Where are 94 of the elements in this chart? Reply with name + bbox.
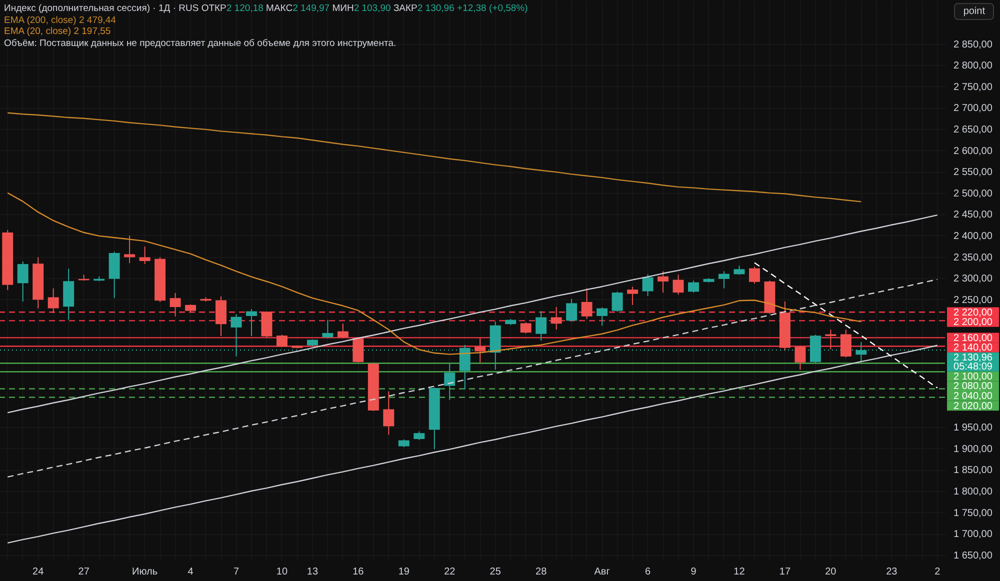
candlestick [658,270,669,294]
x-tick-label: 2 [934,566,941,578]
candlestick [581,288,592,320]
line-series [7,278,938,478]
candlestick [246,308,257,336]
candlestick [627,286,638,306]
candlestick [48,288,59,314]
candlestick [794,346,806,370]
y-tick-label: 2 700,00 [954,103,993,114]
y-tick-label: 2 550,00 [954,167,993,178]
candlestick [230,314,242,357]
candlestick [642,274,654,296]
candlestick [337,323,348,339]
unit-button: point [954,3,994,20]
candlestick [672,274,684,296]
x-tick-label: 25 [490,566,502,578]
x-tick-label: 23 [886,566,898,578]
annotation: 2 479,44 [78,14,116,26]
ref-line-label: 2 220,00 [954,307,993,318]
text: ОТКР2 120,18 МАКС2 149,97 МИН2 103,90 ЗАКР2 130,96 +12,38 (+0,58%) [201,3,528,14]
annotation: 2 197,55 [74,26,111,37]
x-tick-label: 28 [536,566,548,578]
candlestick [170,292,181,317]
candlestick [688,280,699,294]
candlestick [520,322,532,334]
line-series [7,214,938,414]
candlestick [612,291,623,312]
line-series [7,112,862,202]
text: 05:48:09 [954,362,993,373]
y-tick-label: 2 450,00 [954,210,993,221]
x-tick-label: 27 [78,566,90,578]
ref-line-label: 2 140,00 [954,342,993,354]
ref-line-label: 2 040,00 [954,391,993,402]
y-tick-label: 1 900,00 [954,444,993,455]
candlestick [550,306,562,330]
annotation: Объём: Поставщик данных не предоставляет данные об объеме для этого инструмента. [4,38,398,49]
x-tick-label: Авг [594,566,610,578]
candlestick [748,266,760,284]
y-tick-label: 1 950,00 [954,422,993,434]
ref-line-label: 2 160,00 [954,332,993,344]
y-tick-label: 1 850,00 [954,465,993,476]
candlestick [216,296,226,336]
line-series [754,262,938,389]
x-tick-label: 10 [276,566,288,578]
candlestick [536,310,547,342]
ref-line-label: 2 100,00 [954,371,993,382]
ref-line-label: 2 080,00 [954,381,993,392]
y-tick-label: 2 800,00 [954,60,993,72]
x-tick-label: 13 [306,566,318,578]
candlestick [474,338,486,363]
candlestick [276,334,288,348]
x-tick-label: 17 [779,566,791,578]
ref-line-label: 2 200,00 [954,317,993,328]
candlestick [139,246,150,265]
y-tick-label: 2 600,00 [954,146,993,157]
x-tick-label: 22 [444,566,456,578]
candlestick [718,270,730,289]
candlestick [383,390,394,436]
text: EMA (200, close) [4,14,78,26]
x-tick-label: 20 [825,566,837,578]
line-series [7,344,938,544]
y-tick-label: 2 250,00 [954,294,993,306]
chart-title: Индекс (дополнительная сессия) · 1Д · RUS [4,3,199,14]
y-tick-label: 2 750,00 [954,82,993,93]
y-tick-label: 2 300,00 [954,274,993,285]
y-tick-label: 2 650,00 [954,124,993,136]
candlestick [124,235,136,264]
x-tick-label: 19 [398,566,410,578]
candlestick [840,329,852,358]
x-tick-label: Июль [132,566,158,578]
x-tick-label: 12 [734,566,746,578]
y-tick-label: 2 500,00 [954,188,993,200]
candlestick [352,337,364,363]
y-tick-label: 1 650,00 [954,550,993,562]
text: EMA (20, close) [4,26,72,37]
x-tick-label: 9 [690,566,697,578]
candlestick [17,260,28,302]
candlestick [444,363,456,400]
y-tick-label: 1 700,00 [954,529,993,540]
ref-line-label: 2 020,00 [954,400,993,412]
x-tick-label: 7 [233,566,240,578]
x-tick-label: 24 [32,566,44,578]
y-tick-label: 2 850,00 [954,39,993,50]
y-tick-label: 1 750,00 [954,508,993,519]
y-tick-label: 1 800,00 [954,486,993,498]
candlestick [596,306,608,326]
candlestick [322,319,334,339]
y-tick-label: 2 400,00 [954,231,993,242]
x-tick-label: 4 [188,566,194,578]
x-tick-label: 16 [352,566,364,578]
y-tick-label: 2 350,00 [954,252,993,264]
x-tick-label: 6 [645,566,651,578]
candlestick [566,298,578,322]
ref-line-label: 2 130,96 [954,352,993,364]
